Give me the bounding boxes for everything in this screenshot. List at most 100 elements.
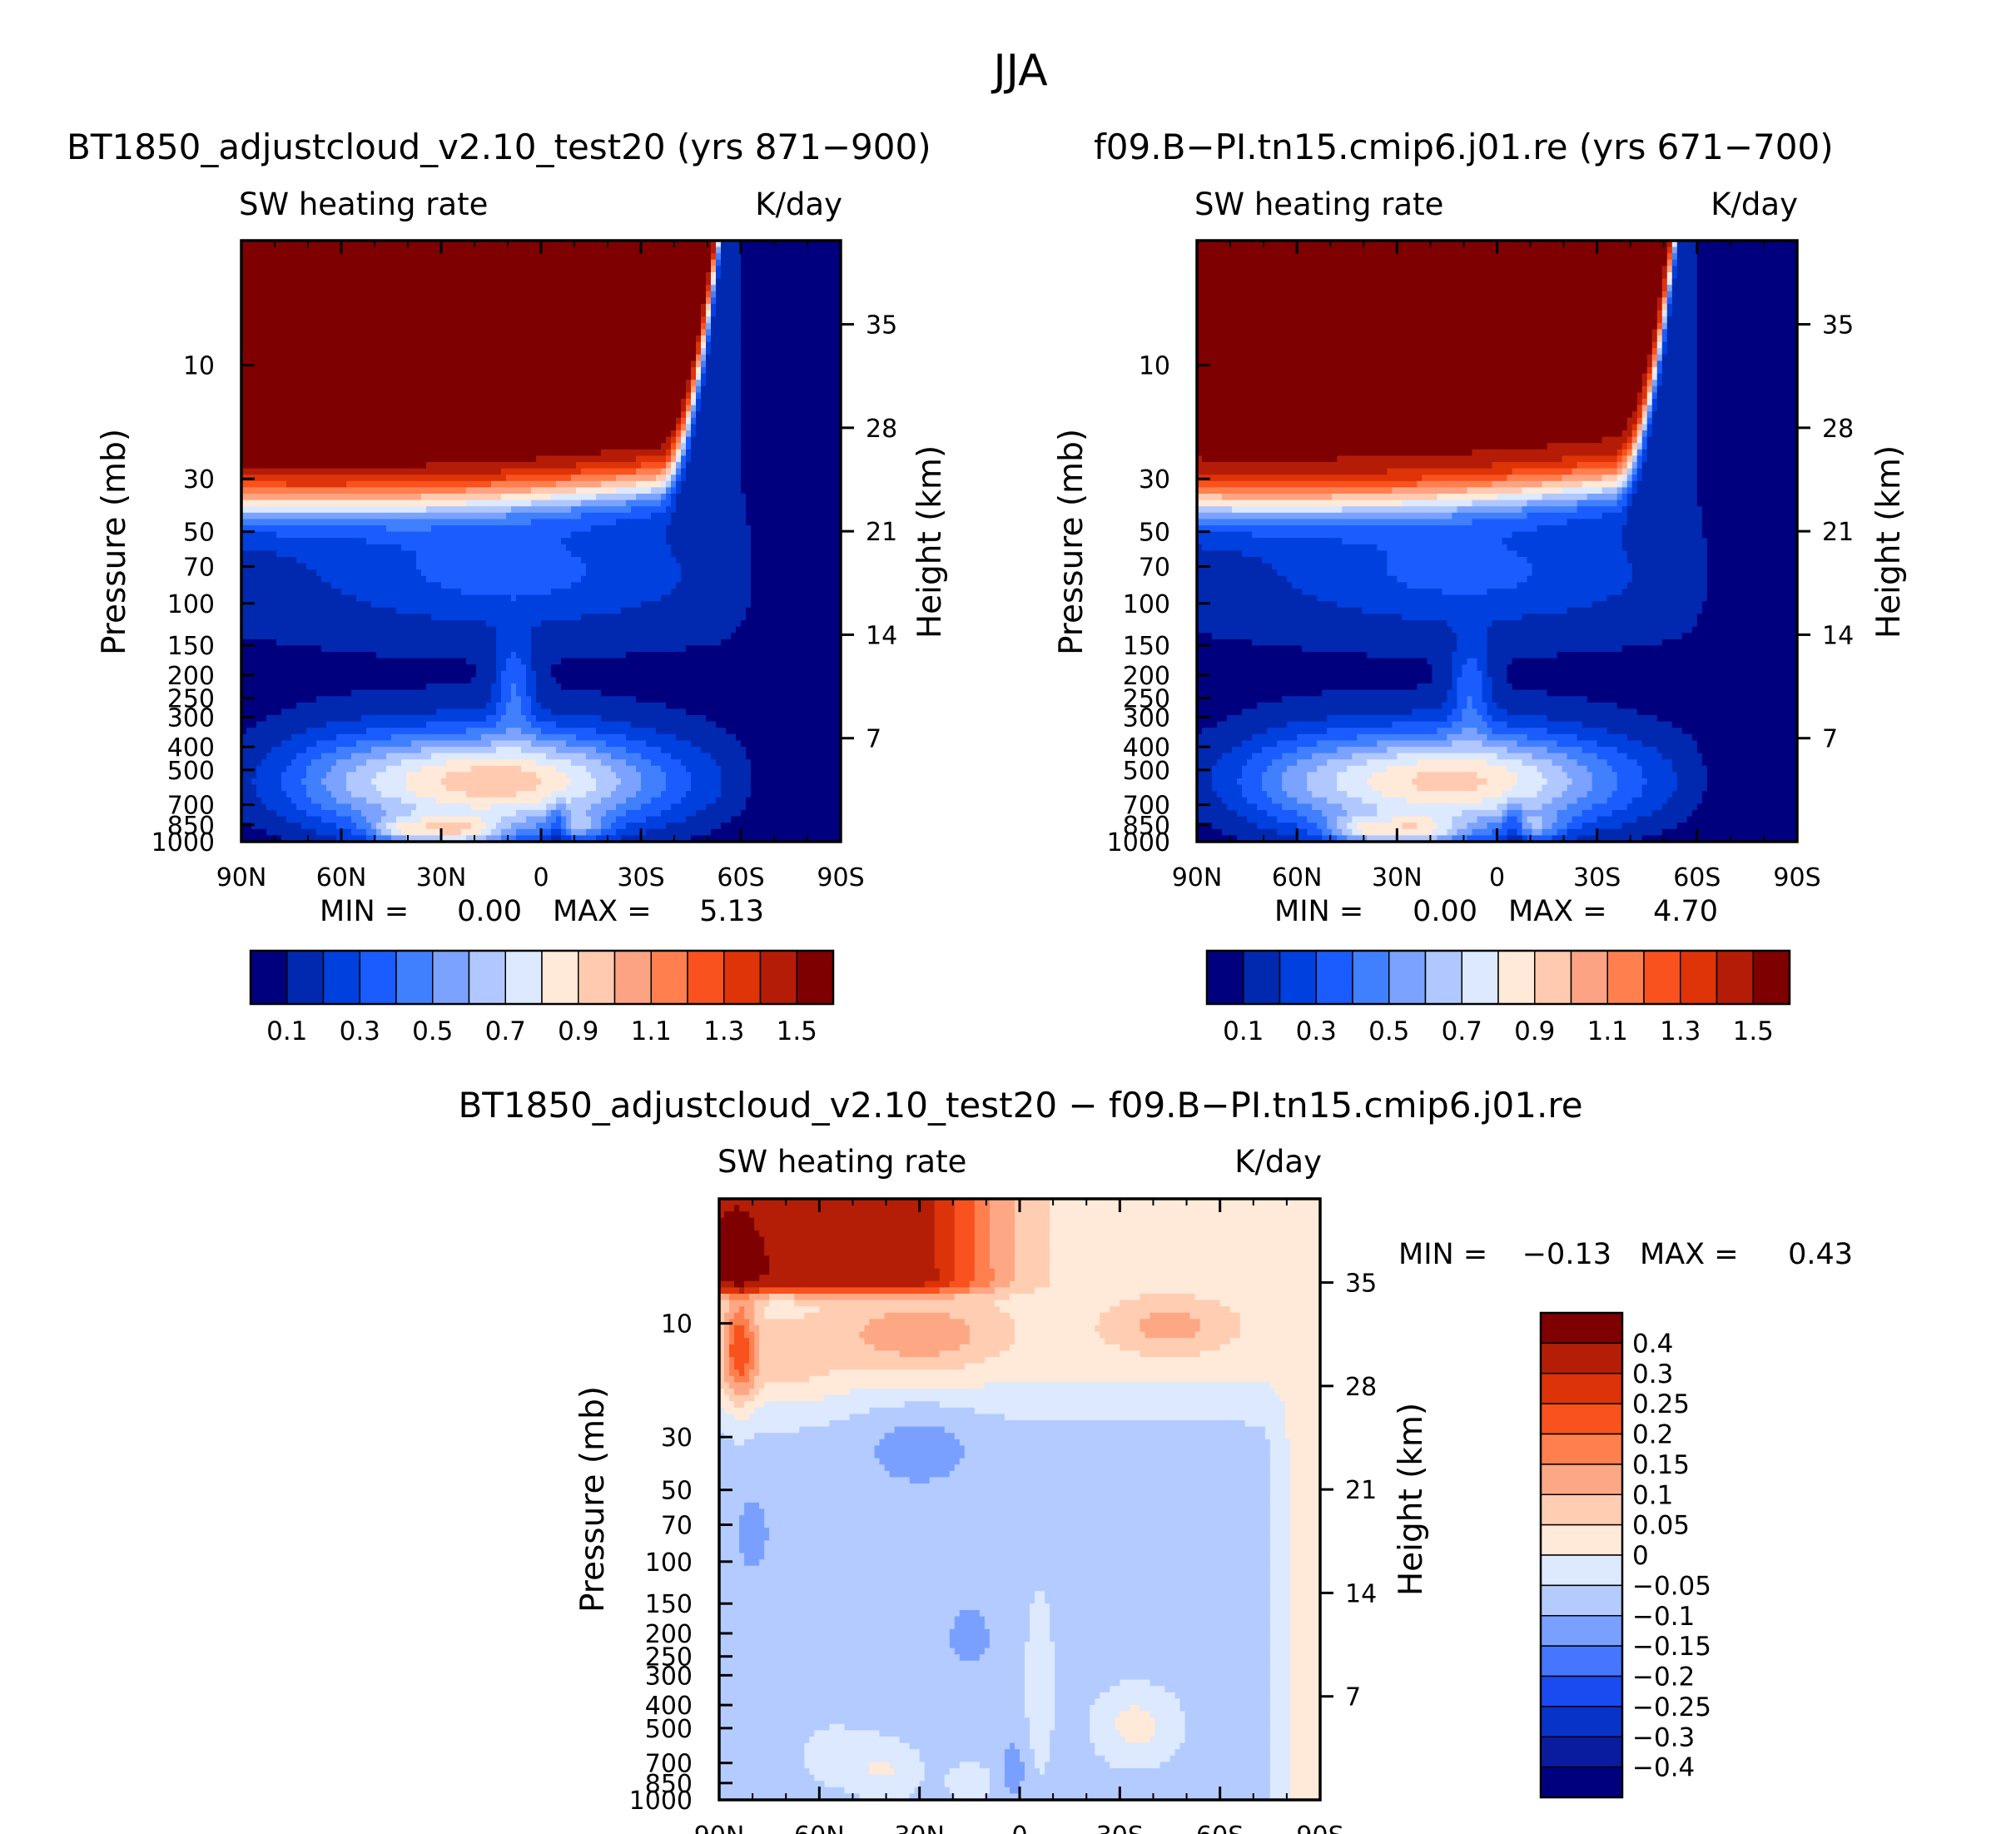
colorbar-label: 0.25	[1632, 1389, 1690, 1419]
max-label: MAX =	[553, 895, 652, 928]
y-tick-label: 150	[1123, 632, 1170, 661]
y-tick-label: 10	[661, 1310, 693, 1339]
y-tick-label: 70	[1139, 553, 1170, 582]
colorbar-label: −0.25	[1632, 1692, 1711, 1722]
colorbar-label: 0.3	[1296, 1016, 1337, 1046]
y-tick-label: 300	[1123, 703, 1170, 733]
x-tick-label: 90S	[817, 863, 864, 892]
max-label: MAX =	[1508, 895, 1607, 928]
y2-axis-label: Height (km)	[911, 445, 949, 639]
colorbar-box	[1461, 950, 1499, 1005]
axes: 90N60N30N030S60S90S103050701001502002503…	[629, 1197, 1377, 1834]
y-tick-label: 850	[167, 812, 215, 841]
y2-tick-label: 28	[1822, 415, 1854, 444]
min-value: 0.00	[1413, 895, 1477, 928]
y2-tick-label: 35	[866, 311, 897, 340]
y2-tick-label: 21	[1822, 518, 1854, 547]
colorbar-box	[1540, 1342, 1623, 1374]
colorbar-label: −0.05	[1632, 1571, 1711, 1601]
colorbar-box	[468, 950, 506, 1005]
y-tick-label: 400	[167, 733, 215, 763]
colorbar-box	[1752, 950, 1790, 1005]
x-tick-label: 0	[1011, 1822, 1027, 1834]
colorbar-label: −0.1	[1632, 1602, 1695, 1632]
y-tick-label: 850	[1123, 812, 1170, 841]
y-tick-label: 850	[645, 1770, 693, 1799]
x-tick-label: 90N	[694, 1822, 745, 1834]
colorbar-box	[578, 950, 616, 1005]
colorbar-box	[1540, 1675, 1623, 1707]
min-label: MIN =	[320, 895, 409, 928]
x-tick-label: 30N	[1372, 863, 1423, 892]
y-tick-label: 1000	[1107, 828, 1170, 857]
y-tick-label: 100	[645, 1548, 693, 1578]
colorbar-box	[1540, 1312, 1623, 1344]
colorbar-label: 1.1	[1587, 1016, 1628, 1046]
units-label: K/day	[1711, 186, 1798, 222]
colorbar-box	[1540, 1615, 1623, 1647]
colorbar-label: 1.5	[1733, 1016, 1774, 1046]
y2-tick-label: 35	[1345, 1270, 1377, 1299]
colorbar-label: −0.4	[1632, 1753, 1695, 1783]
x-tick-label: 60S	[717, 863, 764, 892]
y2-tick-label: 14	[1345, 1579, 1377, 1608]
x-tick-label: 60N	[794, 1822, 845, 1834]
x-tick-label: 30S	[1096, 1822, 1144, 1834]
panel-title: BT1850_adjustcloud_v2.10_test20 (yrs 871…	[67, 127, 931, 167]
colorbar-box	[1540, 1403, 1623, 1435]
y2-axis-label: Height (km)	[1870, 445, 1908, 639]
min-label: MIN =	[1398, 1238, 1487, 1271]
x-tick-label: 90S	[1773, 863, 1820, 892]
colorbar-label: 0.3	[1632, 1359, 1673, 1389]
x-tick-label: 90N	[1172, 863, 1223, 892]
y-tick-label: 50	[1139, 519, 1170, 548]
y2-tick-label: 14	[1822, 621, 1854, 650]
colorbar-box	[1540, 1766, 1623, 1798]
colorbar-box	[1388, 950, 1427, 1005]
y-tick-label: 70	[183, 553, 215, 582]
colorbar-box	[359, 950, 397, 1005]
max-label: MAX =	[1640, 1238, 1739, 1271]
panel-test20: BT1850_adjustcloud_v2.10_test20 (yrs 871…	[67, 127, 949, 1046]
colorbar-label: 0.3	[340, 1016, 380, 1046]
max-value: 4.70	[1653, 895, 1718, 928]
y-tick-label: 1000	[151, 828, 215, 857]
y-tick-label: 150	[167, 632, 215, 661]
colorbar-label: 0.9	[558, 1016, 598, 1046]
y-tick-label: 10	[183, 352, 215, 381]
y-tick-label: 400	[1123, 733, 1170, 763]
colorbar: 0.1 0.3 0.5 0.7 0.9 1.1 1.3 1.5	[1205, 949, 1791, 1046]
colorbar-label: 0.1	[1223, 1016, 1264, 1046]
x-tick-label: 0	[1489, 863, 1505, 892]
colorbar-box	[1540, 1584, 1623, 1617]
y2-tick-label: 7	[1345, 1683, 1361, 1712]
colorbar-box	[1540, 1645, 1623, 1677]
colorbar-box	[1424, 950, 1462, 1005]
colorbar-box	[723, 950, 762, 1005]
y-tick-label: 700	[167, 792, 215, 821]
min-value: −0.13	[1522, 1238, 1611, 1271]
y2-tick-label: 28	[866, 415, 897, 444]
y-tick-label: 500	[1123, 757, 1170, 786]
x-tick-label: 60S	[1673, 863, 1721, 892]
y-tick-label: 300	[645, 1662, 693, 1691]
colorbar-label: 0.5	[1368, 1016, 1409, 1046]
y-tick-label: 1000	[629, 1787, 693, 1816]
colorbar-box	[1206, 950, 1244, 1005]
units-label: K/day	[1234, 1144, 1322, 1180]
min-label: MIN =	[1274, 895, 1363, 928]
colorbar-box	[1716, 950, 1754, 1005]
colorbar-box	[1315, 950, 1353, 1005]
colorbar-box	[687, 950, 725, 1005]
colorbar-box	[1540, 1373, 1623, 1404]
panel-title: BT1850_adjustcloud_v2.10_test20 − f09.B−…	[458, 1085, 1582, 1126]
variable-label: SW heating rate	[1194, 186, 1443, 222]
x-tick-label: 90N	[216, 863, 267, 892]
x-tick-label: 60N	[1272, 863, 1323, 892]
y-tick-label: 500	[645, 1715, 693, 1744]
y-tick-label: 30	[183, 465, 215, 495]
colorbar-label: 1.3	[703, 1016, 744, 1046]
colorbar-box	[1243, 950, 1281, 1005]
colorbar-box	[759, 950, 797, 1005]
